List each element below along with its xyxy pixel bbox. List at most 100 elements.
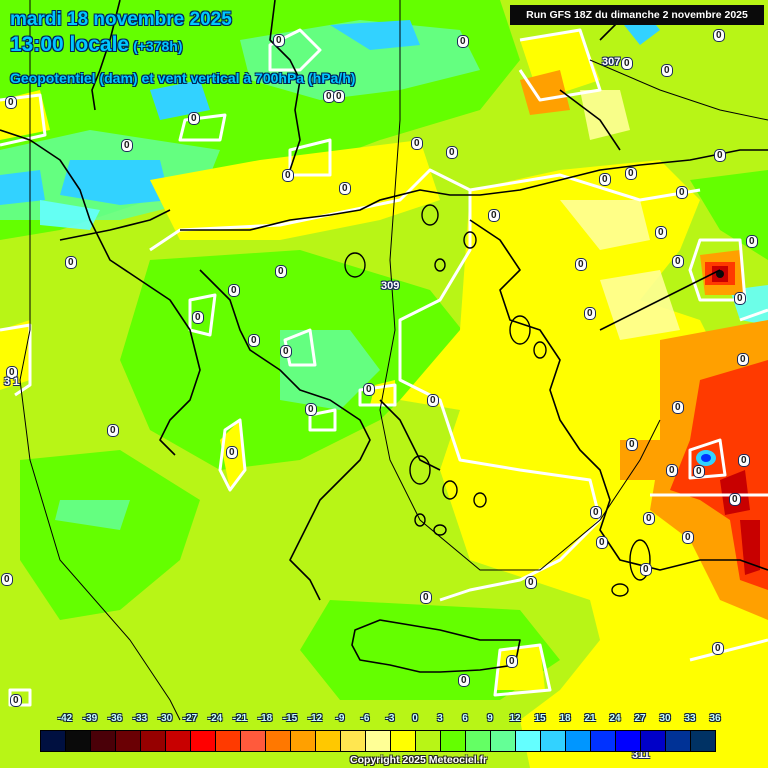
pale-yellow-regions bbox=[560, 90, 680, 340]
legend-swatch bbox=[666, 731, 691, 751]
zero-contour-label: 0 bbox=[661, 64, 673, 77]
zero-contour-label: 0 bbox=[714, 149, 726, 162]
legend-tick-label: 18 bbox=[559, 713, 571, 724]
legend-tick-label: -3 bbox=[385, 713, 395, 724]
legend-swatch bbox=[466, 731, 491, 751]
zero-contours bbox=[0, 28, 768, 707]
legend-swatch bbox=[191, 731, 216, 751]
zero-contour-label: 0 bbox=[446, 146, 458, 159]
zero-contour-label: 0 bbox=[643, 512, 655, 525]
yellow-regions bbox=[0, 30, 768, 768]
legend-tick-label: 33 bbox=[684, 713, 696, 724]
legend-tick-label: 3 bbox=[437, 713, 443, 724]
legend-swatch bbox=[241, 731, 266, 751]
legend-tick-label: -12 bbox=[307, 713, 323, 724]
legend-swatch bbox=[341, 731, 366, 751]
zero-contour-label: 0 bbox=[672, 255, 684, 268]
zero-contour-label: 0 bbox=[626, 438, 638, 451]
zero-contour-label: 0 bbox=[420, 591, 432, 604]
color-legend: -42 -39 -36 -33 -30 -27 -24 -21 -18 -15 -12 -9 -6 -3 0… bbox=[40, 713, 721, 753]
zero-contour-label: 0 bbox=[672, 401, 684, 414]
legend-tick-label: -18 bbox=[257, 713, 273, 724]
copyright: Copyright 2025 Meteociel.fr bbox=[350, 754, 488, 766]
legend-swatch bbox=[291, 731, 316, 751]
geopotential-label: 3 1 bbox=[4, 376, 20, 388]
zero-contour-label: 0 bbox=[6, 366, 18, 379]
legend-swatch bbox=[691, 731, 715, 751]
islands bbox=[344, 204, 651, 597]
legend-swatch bbox=[366, 731, 391, 751]
legend-tick-label: -39 bbox=[82, 713, 98, 724]
legend-tick-label: -42 bbox=[57, 713, 73, 724]
legend-swatch bbox=[166, 731, 191, 751]
blue-spot bbox=[696, 270, 724, 466]
legend-tick-label: 0 bbox=[412, 713, 418, 724]
zero-contour-label: 0 bbox=[226, 446, 238, 459]
zero-contour-label: 0 bbox=[738, 454, 750, 467]
legend-swatch bbox=[41, 731, 66, 751]
legend-swatch bbox=[491, 731, 516, 751]
zero-contour-label: 0 bbox=[121, 139, 133, 152]
legend-ticks: -42 -39 -36 -33 -30 -27 -24 -21 -18 -15 -12 -9 -6 -3 0… bbox=[40, 713, 721, 727]
geopotential-label: 307 bbox=[602, 56, 621, 68]
legend-tick-label: 36 bbox=[709, 713, 721, 724]
zero-contour-label: 0 bbox=[693, 465, 705, 478]
legend-tick-label: -24 bbox=[207, 713, 223, 724]
legend-swatch bbox=[541, 731, 566, 751]
zero-contour-label: 0 bbox=[666, 464, 678, 477]
legend-tick-label: -15 bbox=[282, 713, 298, 724]
zero-contour-label: 0 bbox=[621, 57, 633, 70]
coastlines-borders bbox=[0, 0, 768, 673]
zero-contour-label: 0 bbox=[275, 265, 287, 278]
legend-tick-label: 30 bbox=[659, 713, 671, 724]
zero-contour-label: 0 bbox=[339, 182, 351, 195]
legend-tick-label: -36 bbox=[107, 713, 123, 724]
legend-tick-label: -33 bbox=[132, 713, 148, 724]
legend-swatch bbox=[66, 731, 91, 751]
legend-swatch bbox=[116, 731, 141, 751]
legend-swatch bbox=[416, 731, 441, 751]
zero-contour-label: 0 bbox=[712, 642, 724, 655]
legend-swatch bbox=[91, 731, 116, 751]
legend-swatch bbox=[266, 731, 291, 751]
zero-contour-label: 0 bbox=[676, 186, 688, 199]
zero-contour-label: 0 bbox=[273, 34, 285, 47]
zero-contour-label: 0 bbox=[655, 226, 667, 239]
geopotential-label: 309 bbox=[381, 280, 400, 292]
legend-tick-label: 21 bbox=[584, 713, 596, 724]
forecast-lead-time: (+378h) bbox=[133, 38, 183, 54]
cyan-regions bbox=[0, 5, 660, 205]
zero-contour-label: 0 bbox=[584, 307, 596, 320]
zero-contour-label: 0 bbox=[525, 576, 537, 589]
zero-contour-label: 0 bbox=[228, 284, 240, 297]
zero-contour-label: 0 bbox=[248, 334, 260, 347]
zero-contour-label: 0 bbox=[625, 167, 637, 180]
zero-contour-label: 0 bbox=[599, 173, 611, 186]
legend-swatch bbox=[391, 731, 416, 751]
legend-swatch bbox=[441, 731, 466, 751]
zero-contour-label: 0 bbox=[188, 112, 200, 125]
zero-contour-label: 0 bbox=[682, 531, 694, 544]
zero-contour-label: 0 bbox=[734, 292, 746, 305]
zero-contour-label: 0 bbox=[280, 345, 292, 358]
legend-tick-label: 6 bbox=[462, 713, 468, 724]
zero-contour-label: 0 bbox=[596, 536, 608, 549]
zero-contour-label: 0 bbox=[411, 137, 423, 150]
legend-swatch bbox=[591, 731, 616, 751]
legend-swatch bbox=[566, 731, 591, 751]
zero-contour-label: 0 bbox=[640, 563, 652, 576]
zero-contour-label: 0 bbox=[575, 258, 587, 271]
zero-contour-label: 0 bbox=[5, 96, 17, 109]
zero-contour-label: 0 bbox=[488, 209, 500, 222]
zero-contour-label: 0 bbox=[333, 90, 345, 103]
zero-contour-label: 0 bbox=[746, 235, 758, 248]
forecast-local-time: 13:00 locale bbox=[10, 33, 130, 56]
zero-contour-label: 0 bbox=[737, 353, 749, 366]
zero-contour-label: 0 bbox=[506, 655, 518, 668]
zero-contour-label: 0 bbox=[729, 493, 741, 506]
legend-tick-label: -9 bbox=[335, 713, 345, 724]
legend-swatch bbox=[141, 731, 166, 751]
zero-contour-label: 0 bbox=[713, 29, 725, 42]
